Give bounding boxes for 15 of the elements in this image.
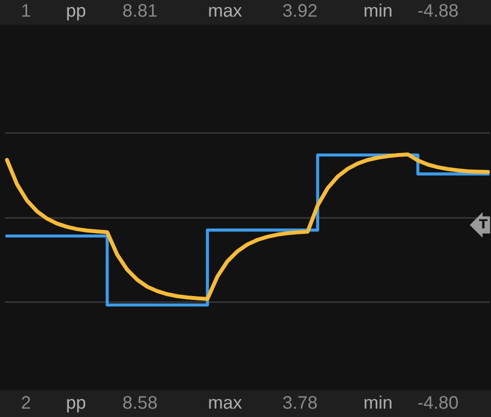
text: pp [67, 398, 86, 412]
text: min [364, 396, 392, 409]
text: 2 [22, 396, 30, 409]
text: max [209, 398, 242, 409]
text: 8.58 [123, 396, 157, 409]
annotation: T [479, 219, 488, 228]
text: 3.78 [283, 396, 317, 409]
text: pp [67, 6, 86, 20]
text: max [209, 6, 242, 17]
text: 1 [22, 4, 30, 17]
text: 8.81 [123, 4, 157, 17]
text: -4.88 [418, 4, 458, 17]
text: -4.80 [418, 396, 458, 409]
text: 3.92 [283, 4, 317, 17]
text: min [364, 4, 392, 17]
